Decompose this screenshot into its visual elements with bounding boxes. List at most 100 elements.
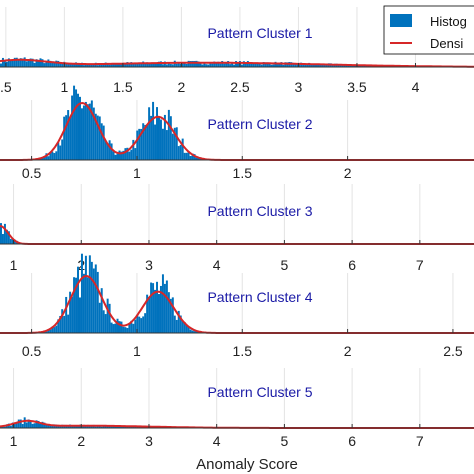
histogram-bar <box>51 61 54 67</box>
histogram-bar <box>272 64 275 67</box>
histogram-bar <box>102 63 105 67</box>
histogram-bar <box>159 61 162 67</box>
histogram-bar <box>53 152 56 160</box>
histogram-bar <box>67 64 70 67</box>
histogram-bar <box>21 424 24 428</box>
histogram-bar <box>173 315 176 333</box>
histogram-bar <box>45 61 48 67</box>
x-tick-label: 3 <box>295 79 303 95</box>
histogram-bar <box>146 125 149 160</box>
histogram-bar <box>116 318 119 333</box>
histogram-bar <box>124 148 127 160</box>
histogram-bar <box>88 425 91 428</box>
histogram-bar <box>201 64 204 67</box>
histogram-bar <box>195 60 198 67</box>
histogram-bar <box>337 65 340 67</box>
histogram-bar <box>163 114 166 160</box>
histogram-bar <box>19 419 22 428</box>
histogram-bar <box>59 315 62 333</box>
histogram-bar <box>108 303 111 333</box>
histogram-bar <box>211 63 214 67</box>
histogram-bar <box>130 320 133 333</box>
histogram-bar <box>7 231 10 244</box>
histogram-bar <box>100 426 103 428</box>
histogram-bar <box>75 277 78 333</box>
histogram-bar <box>98 302 101 333</box>
histogram-bar <box>203 63 206 67</box>
histogram-bar <box>177 62 180 67</box>
histogram-bar <box>150 282 153 333</box>
x-tick-label: 5 <box>281 257 289 273</box>
histogram-bar <box>15 422 18 428</box>
histogram-bar <box>357 65 360 67</box>
panel-title: Pattern Cluster 4 <box>207 289 312 305</box>
histogram-bar <box>306 64 309 67</box>
histogram-bar <box>106 143 109 160</box>
histogram-bar <box>278 62 281 67</box>
histogram-bar <box>80 253 83 333</box>
histogram-bar <box>132 139 135 160</box>
histogram-bar <box>175 63 178 67</box>
histogram-bar <box>219 63 222 67</box>
chart-legend: Histog Densi <box>383 5 474 55</box>
histogram-bar <box>106 63 109 67</box>
histogram-bar <box>156 107 158 160</box>
x-tick-label: 1 <box>10 433 18 449</box>
histogram-bar <box>0 63 2 67</box>
histogram-bar <box>250 62 253 67</box>
histogram-bar <box>92 268 95 333</box>
histogram-bar <box>43 331 46 333</box>
histogram-bar <box>120 426 123 428</box>
histogram-bar <box>171 133 174 160</box>
x-tick-label: 6 <box>348 257 356 273</box>
histogram-bar <box>169 64 172 67</box>
histogram-bar <box>118 150 121 160</box>
histogram-bar <box>179 144 182 160</box>
histogram-bar <box>242 61 245 67</box>
histogram-bar <box>185 64 188 67</box>
histogram-bar <box>27 60 30 67</box>
histogram-bar <box>55 60 58 67</box>
histogram-bar <box>264 62 267 67</box>
histogram-bar <box>37 60 40 67</box>
histogram-bar <box>323 65 326 67</box>
histogram-bar <box>1 426 4 428</box>
histogram-bar <box>49 60 52 67</box>
histogram-bar <box>310 63 313 67</box>
histogram-bar <box>223 63 226 67</box>
histogram-bar <box>193 331 196 333</box>
x-tick-label: 3 <box>145 257 153 273</box>
histogram-bar <box>187 60 190 67</box>
histogram-bar <box>304 64 307 67</box>
histogram-bar <box>110 63 113 67</box>
histogram-bar <box>27 419 30 428</box>
histogram-bar <box>353 65 356 67</box>
histogram-bar <box>132 62 135 67</box>
histogram-bar <box>98 64 101 67</box>
x-tick-label: 2 <box>178 79 186 95</box>
histogram-bar <box>343 64 346 67</box>
histogram-bar <box>217 61 220 67</box>
histogram-bar <box>59 425 62 428</box>
histogram-bar <box>90 100 93 160</box>
panel-4: 0.5 1 1.5 2 2.5 Pattern Cluster 4 <box>0 253 474 359</box>
histogram-bar <box>61 63 64 67</box>
density-curve <box>0 58 474 68</box>
histogram-bar <box>165 130 168 160</box>
histogram-bar <box>140 318 143 333</box>
histogram-bar <box>53 327 56 333</box>
histogram-bar <box>100 288 103 333</box>
histogram-bar <box>116 63 119 67</box>
histogram-bar <box>156 281 158 333</box>
histogram-bar <box>169 116 172 160</box>
histogram-bar <box>118 64 121 67</box>
histogram-bar <box>159 119 162 160</box>
histogram-bar <box>189 156 192 160</box>
histogram-bar <box>7 58 10 67</box>
x-tick-label: 1 <box>133 343 141 359</box>
histogram-bar <box>90 64 93 67</box>
histogram-bar <box>233 64 236 67</box>
histogram-bar <box>150 62 153 67</box>
histogram-bar <box>3 61 6 67</box>
